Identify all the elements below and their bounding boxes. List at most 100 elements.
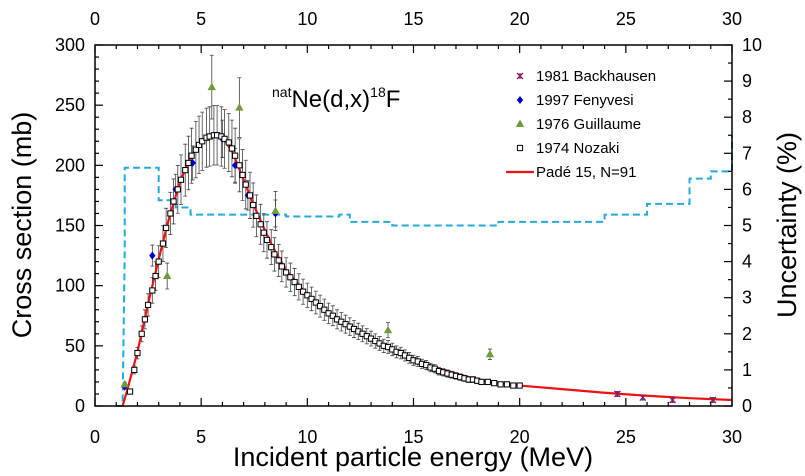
y-axis-title: Cross section (mb) bbox=[7, 112, 37, 339]
tick-layer bbox=[94, 44, 733, 407]
data-point-triangle bbox=[485, 349, 495, 358]
data-point-square bbox=[491, 380, 498, 387]
data-point-square bbox=[225, 139, 232, 146]
data-point-square bbox=[321, 306, 328, 313]
y-axis-right-title: Uncertainty (%) bbox=[772, 132, 802, 318]
data-point-square bbox=[170, 198, 177, 205]
data-point-star bbox=[709, 396, 717, 404]
x-tick-label: 20 bbox=[510, 427, 530, 447]
data-point-square bbox=[295, 283, 302, 290]
data-point-square bbox=[192, 146, 199, 153]
reaction-label-pre: nat bbox=[272, 84, 292, 100]
x-axis-title: Incident particle energy (MeV) bbox=[233, 442, 593, 472]
x-tick-label: 0 bbox=[90, 427, 100, 447]
data-point-square bbox=[316, 303, 324, 310]
reaction-label-main: Ne(d,x) bbox=[291, 86, 370, 113]
y-tick-label: 50 bbox=[65, 336, 85, 356]
data-point-square bbox=[329, 312, 336, 319]
data-point-square bbox=[278, 263, 285, 270]
data-point-square bbox=[478, 378, 485, 386]
y-tick-label: 300 bbox=[55, 35, 85, 55]
y-tick-label: 150 bbox=[55, 216, 85, 236]
data-point-diamond bbox=[149, 251, 156, 260]
legend-marker-triangle bbox=[515, 119, 525, 127]
y-right-tick-label: 10 bbox=[742, 35, 762, 55]
data-point-square bbox=[149, 287, 156, 294]
data-point-triangle bbox=[383, 325, 393, 334]
legend: 1981 Backhausen 1997 Fenyvesi 1976 Guillau… bbox=[506, 68, 656, 181]
data-point-square bbox=[242, 181, 249, 188]
x-top-tick-label: 20 bbox=[510, 9, 530, 29]
legend-marker-square bbox=[516, 144, 524, 152]
y-right-tick-label: 4 bbox=[742, 252, 752, 272]
data-point-square bbox=[232, 152, 239, 159]
data-point-square bbox=[167, 210, 174, 217]
data-point-triangle bbox=[120, 379, 129, 388]
data-point-square bbox=[141, 316, 148, 323]
y-right-tick-label: 0 bbox=[742, 396, 752, 416]
x-top-tick-label: 25 bbox=[616, 9, 636, 29]
y-tick-label: 100 bbox=[55, 276, 85, 296]
y-right-tick-label: 8 bbox=[742, 107, 752, 127]
data-point-square bbox=[159, 240, 167, 247]
y-tick-label: 200 bbox=[55, 155, 85, 175]
data-point-square bbox=[138, 330, 145, 337]
tick-label-layer: 0 5 10 15 20 25 300 5 10 15 20 25 300501001502002503… bbox=[55, 9, 762, 447]
y-tick-label: 250 bbox=[55, 95, 85, 115]
legend-label: Padé 15, N=91 bbox=[536, 164, 637, 181]
data-point-square bbox=[246, 192, 254, 199]
legend-marker-diamond bbox=[516, 96, 524, 104]
x-top-tick-label: 30 bbox=[722, 9, 742, 29]
x-tick-label: 30 bbox=[722, 427, 742, 447]
data-point-square bbox=[152, 272, 159, 280]
data-point-square bbox=[134, 349, 141, 357]
data-point-square bbox=[275, 257, 282, 264]
data-point-square bbox=[308, 295, 315, 303]
x-tick-label: 25 bbox=[616, 427, 636, 447]
data-point-square bbox=[283, 269, 290, 276]
reaction-label-sup: 18 bbox=[370, 84, 386, 100]
data-point-square bbox=[177, 176, 185, 183]
data-point-triangle bbox=[271, 206, 280, 215]
x-top-tick-label: 5 bbox=[196, 9, 206, 29]
data-point-square bbox=[236, 162, 243, 169]
x-top-tick-label: 10 bbox=[297, 9, 317, 29]
data-point-square bbox=[182, 167, 189, 174]
x-tick-label: 5 bbox=[196, 427, 206, 447]
legend-label: 1976 Guillaume bbox=[536, 116, 641, 133]
data-point-square bbox=[126, 388, 134, 395]
data-point-star bbox=[613, 390, 621, 398]
data-point-square bbox=[291, 278, 298, 286]
data-point-star bbox=[639, 394, 647, 402]
marker-layer bbox=[120, 82, 717, 404]
data-point-square bbox=[268, 244, 275, 251]
x-tick-label: 15 bbox=[403, 427, 423, 447]
data-point-star bbox=[669, 396, 677, 404]
data-point-square bbox=[185, 159, 192, 167]
data-point-square bbox=[516, 382, 523, 389]
data-point-triangle bbox=[162, 271, 172, 280]
data-point-square bbox=[260, 229, 267, 236]
y-right-tick-label: 3 bbox=[742, 288, 752, 308]
y-right-tick-label: 6 bbox=[742, 179, 752, 199]
legend-label: 1974 Nozaki bbox=[536, 140, 619, 157]
data-point-square bbox=[510, 382, 517, 389]
legend-label: 1997 Fenyvesi bbox=[536, 92, 634, 109]
data-point-square bbox=[199, 138, 206, 145]
data-point-square bbox=[299, 288, 307, 295]
y-right-tick-label: 9 bbox=[742, 71, 752, 91]
data-point-square bbox=[257, 221, 264, 228]
data-point-triangle bbox=[207, 82, 216, 91]
data-point-square bbox=[228, 145, 236, 152]
data-point-square bbox=[253, 212, 260, 219]
data-point-square bbox=[131, 366, 138, 373]
uncertainty-line bbox=[116, 135, 733, 407]
data-point-square bbox=[195, 141, 203, 148]
data-point-square bbox=[287, 274, 294, 281]
y-right-tick-label: 1 bbox=[742, 360, 752, 380]
legend-marker-star bbox=[516, 72, 524, 80]
data-point-square bbox=[221, 135, 228, 142]
x-top-tick-label: 15 bbox=[403, 9, 423, 29]
data-point-square bbox=[312, 299, 319, 306]
